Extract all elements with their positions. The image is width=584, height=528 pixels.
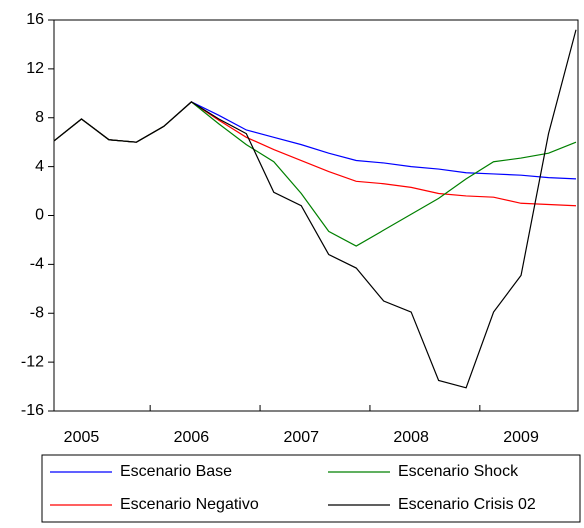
x-tick-label: 2007 <box>283 429 319 446</box>
x-tick-label: 2009 <box>503 429 539 446</box>
y-tick-label: -4 <box>30 256 44 273</box>
y-tick-label: 16 <box>26 11 44 28</box>
y-tick-label: -8 <box>30 304 44 321</box>
x-tick-label: 2005 <box>64 429 100 446</box>
line-series <box>53 101 577 207</box>
legend-box <box>41 454 581 523</box>
y-tick-label: -16 <box>21 402 44 419</box>
y-tick-label: 4 <box>35 158 44 175</box>
legend-label: Escenario Negativo <box>120 496 259 513</box>
y-tick-label: 8 <box>35 109 44 126</box>
plot-frame <box>53 19 579 412</box>
legend-label: Escenario Shock <box>398 463 519 480</box>
y-tick-label: 12 <box>26 60 44 77</box>
legend-label: Escenario Base <box>120 463 232 480</box>
y-tick-label: 0 <box>35 207 44 224</box>
legend-label: Escenario Crisis 02 <box>398 496 536 513</box>
x-tick-label: 2008 <box>393 429 429 446</box>
line-series <box>53 101 577 180</box>
x-tick-label: 2006 <box>174 429 210 446</box>
y-tick-label: -12 <box>21 353 44 370</box>
line-series <box>53 29 577 389</box>
